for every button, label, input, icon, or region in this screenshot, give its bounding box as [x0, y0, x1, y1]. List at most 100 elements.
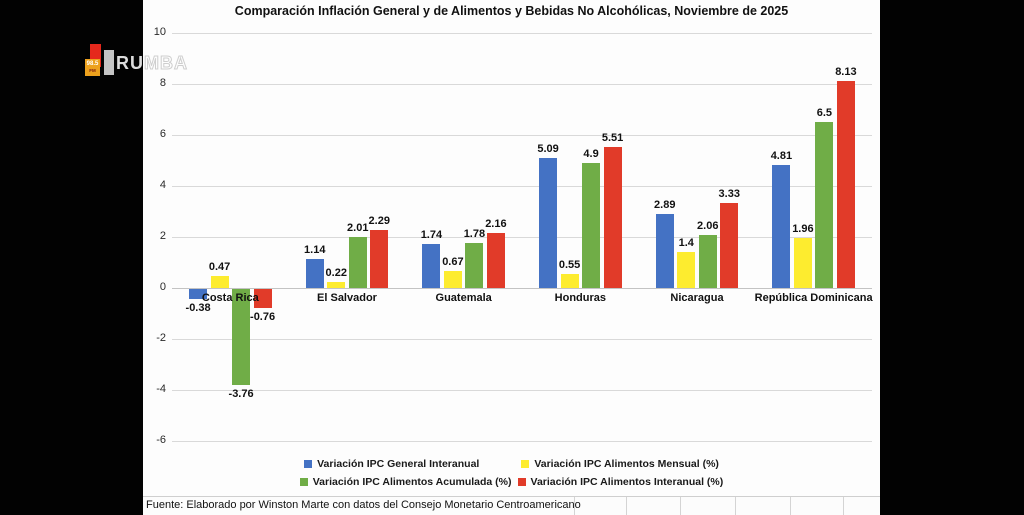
logo-red-block-icon [90, 44, 101, 67]
y-axis-tick-label: -2 [156, 332, 166, 344]
bar [698, 235, 717, 288]
logo-yellow-block-icon: 98.5 FM [85, 59, 100, 76]
bar-value-label: 3.33 [718, 188, 740, 201]
legend-swatch-icon [304, 460, 313, 468]
bar-value-label: 0.55 [558, 258, 581, 271]
bar-value-label: 5.09 [537, 143, 559, 156]
bar [582, 163, 601, 288]
bar-value-label: 1.4 [678, 237, 694, 250]
y-axis-tick-label: 8 [159, 77, 166, 89]
bar [539, 158, 558, 288]
gridline [172, 33, 872, 34]
legend-swatch-icon [521, 460, 530, 468]
category-axis-label: El Salvador [317, 292, 377, 304]
logo-gray-block-icon [104, 50, 114, 75]
y-axis-tick-label: 0 [159, 281, 166, 293]
bar [486, 232, 505, 288]
gridline [172, 288, 872, 289]
bar-value-label: 1.14 [304, 243, 326, 256]
bar-value-label: 1.78 [463, 227, 486, 240]
cell-border [790, 497, 791, 515]
legend-item: Variación IPC Alimentos Interanual (%) [517, 476, 724, 488]
cell-border [680, 497, 681, 515]
gridline [172, 441, 872, 442]
bar-value-label: 0.47 [208, 261, 231, 273]
y-axis-tick-label: 10 [153, 26, 166, 38]
bar-value-label: 0.22 [325, 267, 347, 280]
logo-wordmark-outline: MBA [144, 53, 188, 73]
logo-wordmark: RUMBA [116, 53, 188, 73]
cell-border [735, 497, 736, 515]
cell-border [626, 497, 627, 515]
bar-value-label: 4.9 [583, 148, 599, 161]
legend-item: Variación IPC General Interanual [304, 458, 479, 470]
bar [655, 214, 674, 288]
bar-value-label: -0.76 [250, 311, 276, 324]
category-axis-label: Guatemala [435, 292, 492, 304]
bar-value-label: 2.06 [697, 220, 719, 233]
bar-value-label: 2.16 [485, 217, 507, 230]
bar [327, 282, 346, 288]
legend-swatch-icon [299, 478, 308, 486]
bar-value-label: 2.29 [368, 214, 390, 227]
rumba-logo: 98.5 FM RUMBA [85, 42, 197, 82]
legend-label: Variación IPC Alimentos Interanual (%) [530, 476, 724, 488]
legend-label: Variación IPC General Interanual [317, 458, 480, 470]
logo-fm-label: FM [89, 68, 96, 73]
legend-swatch-icon [517, 478, 526, 486]
legend-label: Variación IPC Alimentos Acumulada (%) [312, 476, 512, 488]
legend-row-1: Variación IPC General Interanual Variació… [143, 455, 880, 473]
bar [305, 258, 324, 288]
logo-wordmark-solid: RU [116, 53, 144, 73]
bar [793, 238, 812, 288]
gridline [172, 339, 872, 340]
bar-value-label: 6.5 [816, 107, 833, 120]
legend-item: Variación IPC Alimentos Acumulada (%) [299, 476, 512, 488]
plot-area: 10 8 6 4 2 0 -2 -4 -6 -0.38 0.47 -3.76 -0.76 Costa Ri… [143, 0, 880, 515]
gridline [172, 135, 872, 136]
chart-legend: Variación IPC General Interanual Variació… [143, 455, 880, 491]
bar [772, 165, 791, 288]
bar-value-label: 8.13 [835, 65, 857, 78]
chart-panel: Comparación Inflación General y de Alime… [143, 0, 880, 515]
y-axis-tick-label: 4 [159, 179, 166, 191]
bar-value-label: -0.38 [185, 301, 211, 314]
gridline [172, 237, 872, 238]
category-axis-label: Honduras [554, 292, 606, 304]
source-row: Fuente: Elaborado por Winston Marte con … [143, 496, 880, 515]
bar [836, 80, 855, 288]
logo-station-number: 98.5 [86, 61, 99, 67]
bar [422, 243, 441, 288]
bar-value-label: 1.96 [792, 223, 814, 236]
bar-value-label: 2.01 [347, 221, 369, 234]
bar [465, 242, 484, 288]
bar [370, 229, 389, 288]
cell-border [574, 497, 575, 515]
bar [210, 276, 229, 288]
bar [189, 289, 208, 299]
bar [560, 273, 579, 288]
bar [603, 147, 622, 288]
bar-value-label: 0.67 [442, 255, 464, 268]
legend-item: Variación IPC Alimentos Mensual (%) [521, 458, 719, 470]
bar [232, 289, 251, 385]
y-axis-tick-label: -4 [156, 383, 166, 395]
bar-value-label: -3.76 [228, 387, 254, 400]
cell-border [843, 497, 844, 515]
y-axis-tick-label: -6 [156, 434, 166, 446]
category-axis-label: Nicaragua [670, 292, 724, 304]
bar [443, 270, 462, 288]
bar [720, 203, 739, 288]
source-note: Fuente: Elaborado por Winston Marte con … [146, 499, 581, 511]
gridline [172, 390, 872, 391]
y-axis-tick-label: 2 [159, 230, 166, 242]
bar-value-label: 1.74 [420, 228, 443, 241]
y-axis-tick-label: 6 [159, 128, 166, 140]
gridline [172, 84, 872, 85]
bar-value-label: 5.51 [601, 132, 624, 145]
gridline [172, 186, 872, 187]
chart-title: Comparación Inflación General y de Alime… [234, 4, 789, 18]
category-axis-label: Costa Rica [201, 292, 259, 304]
bar-value-label: 4.81 [770, 150, 793, 163]
